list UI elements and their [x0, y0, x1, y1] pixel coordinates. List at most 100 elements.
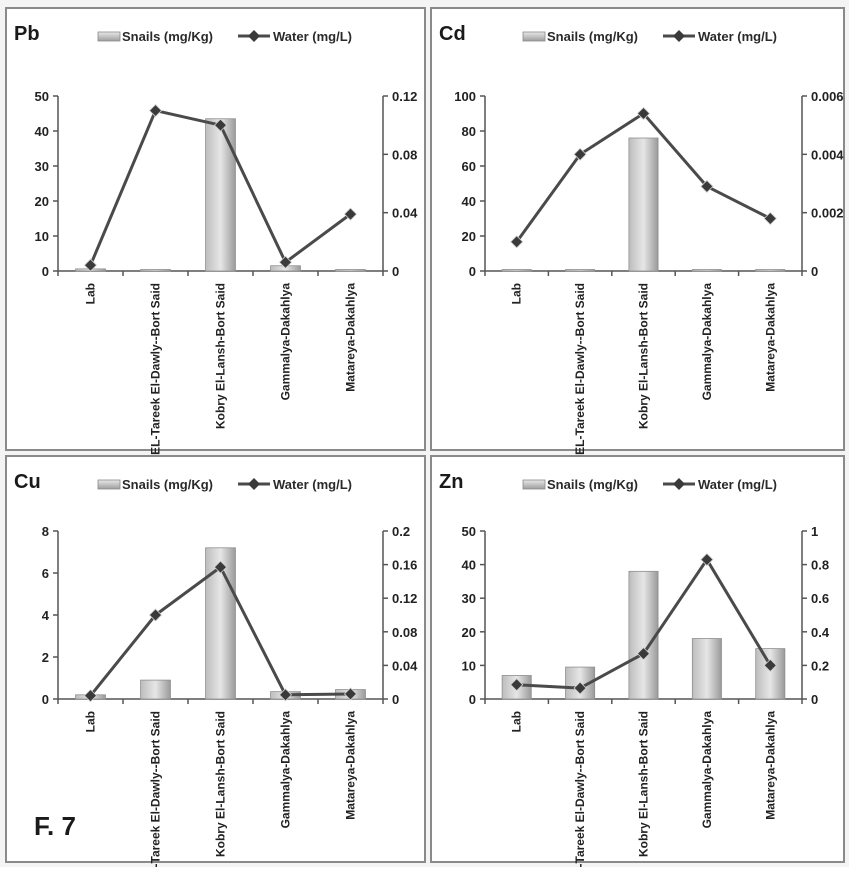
figure-label: F. 7 — [34, 811, 76, 841]
category-label: EL-Tareek El-Dawly--Bort Said — [573, 711, 587, 867]
water-point-2 — [636, 106, 651, 121]
right-tick-label: 0.004 — [811, 147, 844, 162]
legend-bar-label: Snails (mg/Kg) — [122, 29, 213, 44]
water-point-3 — [700, 179, 714, 193]
bar-snails-1 — [565, 269, 596, 272]
water-point-3 — [700, 552, 714, 567]
water-point-0 — [510, 678, 524, 692]
left-tick-label: 20 — [462, 625, 476, 640]
left-tick-label: 10 — [462, 658, 476, 673]
legend-diamond-icon — [248, 478, 260, 490]
legend-bar-swatch — [97, 479, 121, 490]
legend-line-label: Water (mg/L) — [273, 477, 352, 492]
water-point-2 — [636, 647, 651, 661]
category-label: Matareya-Dakahlya — [763, 283, 777, 392]
legend-line-label: Water (mg/L) — [698, 477, 777, 492]
chart-panel-zn: Zn Snails (mg/Kg) Water (mg/L)010203040500… — [430, 455, 845, 872]
left-tick-label: 30 — [462, 591, 476, 606]
water-point-4 — [343, 687, 358, 701]
right-tick-label: 0.08 — [392, 147, 417, 162]
left-tick-label: 50 — [35, 89, 49, 104]
water-point-1 — [148, 104, 163, 118]
category-label: EL-Tareek El-Dawly--Bort Said — [149, 711, 163, 867]
category-label: Matareya-Dakahlya — [763, 711, 777, 820]
right-tick-label: 0.8 — [811, 558, 829, 573]
bar-snails-2 — [628, 137, 659, 272]
left-tick-label: 0 — [42, 264, 49, 279]
category-label: Gammalya-Dakahlya — [700, 711, 714, 829]
right-tick-label: 0.2 — [811, 658, 829, 673]
water-point-1 — [573, 147, 587, 161]
water-point-4 — [343, 207, 358, 221]
legend-diamond-icon — [248, 30, 260, 42]
bar-snails-2 — [628, 570, 659, 700]
right-tick-label: 0.16 — [392, 558, 417, 573]
left-tick-label: 0 — [469, 692, 476, 707]
category-label: Kobry El-Lansh-Bort Said — [637, 283, 651, 429]
legend-diamond-icon — [673, 30, 685, 42]
category-label: Kobry El-Lansh-Bort Said — [214, 283, 228, 429]
left-tick-label: 40 — [462, 194, 476, 209]
water-point-4 — [763, 658, 777, 672]
water-point-0 — [83, 689, 98, 703]
water-point-1 — [573, 681, 587, 695]
category-label: EL-Tareek El-Dawly--Bort Said — [573, 283, 587, 455]
bar-snails-2 — [205, 118, 236, 272]
left-tick-label: 40 — [462, 558, 476, 573]
bar-snails-4 — [755, 648, 786, 700]
right-tick-label: 1 — [811, 524, 818, 539]
left-tick-label: 80 — [462, 124, 476, 139]
legend-diamond-icon — [673, 478, 685, 490]
water-point-0 — [83, 258, 98, 272]
bar-snails-1 — [140, 269, 171, 272]
left-tick-label: 20 — [35, 194, 49, 209]
left-tick-label: 6 — [42, 566, 49, 581]
left-tick-label: 20 — [462, 229, 476, 244]
left-tick-label: 0 — [469, 264, 476, 279]
legend-line-label: Water (mg/L) — [273, 29, 352, 44]
water-point-1 — [148, 608, 163, 622]
chart-panel-cd: Cd Snails (mg/Kg) Water (mg/L) 0 20 40 60 80 100… — [430, 7, 845, 455]
chart-panel-cu: Cu Snails (mg/Kg) Water (mg/L) 0 2 4 6 8 0 0.04 0.… — [5, 455, 426, 872]
right-tick-label: 0.04 — [392, 206, 418, 221]
left-tick-label: 100 — [454, 89, 476, 104]
legend-line-label: Water (mg/L) — [698, 29, 777, 44]
legend-bar-swatch — [522, 31, 546, 42]
legend-bar-label: Snails (mg/Kg) — [547, 29, 638, 44]
category-label: Lab — [84, 711, 98, 732]
right-tick-label: 0.4 — [811, 625, 830, 640]
category-label: EL-Tareek El-Dawly--Bort Said — [149, 283, 163, 455]
legend-bar-swatch — [97, 31, 121, 42]
right-tick-label: 0 — [392, 264, 399, 279]
left-tick-label: 50 — [462, 524, 476, 539]
bar-snails-3 — [691, 638, 722, 700]
water-point-2 — [213, 560, 228, 574]
legend-bar-label: Snails (mg/Kg) — [547, 477, 638, 492]
left-tick-label: 40 — [35, 124, 49, 139]
water-point-4 — [763, 211, 777, 226]
bar-snails-0 — [501, 269, 532, 272]
bar-snails-4 — [335, 269, 366, 272]
left-tick-label: 60 — [462, 159, 476, 174]
right-tick-label: 0 — [811, 692, 818, 707]
left-tick-label: 2 — [42, 650, 49, 665]
right-tick-label: 0.2 — [392, 524, 410, 539]
water-point-2 — [213, 118, 228, 132]
category-label: Kobry El-Lansh-Bort Said — [637, 711, 651, 857]
left-tick-label: 4 — [42, 608, 50, 623]
left-tick-label: 8 — [42, 524, 49, 539]
category-label: Gammalya-Dakahlya — [700, 283, 714, 401]
right-tick-label: 0.04 — [392, 658, 418, 673]
water-point-3 — [278, 255, 293, 269]
legend-bar-swatch — [522, 479, 546, 490]
right-tick-label: 0.6 — [811, 591, 829, 606]
category-label: Lab — [84, 283, 98, 304]
right-tick-label: 0.002 — [811, 206, 844, 221]
water-point-3 — [278, 688, 293, 702]
right-tick-label: 0 — [392, 692, 399, 707]
chart-panel-pb: Pb Snails (mg/Kg) Water (mg/L) 0 10 20 30 40 50 0… — [5, 7, 426, 455]
category-label: Matareya-Dakahlya — [344, 283, 358, 392]
left-tick-label: 10 — [35, 229, 49, 244]
left-tick-label: 30 — [35, 159, 49, 174]
